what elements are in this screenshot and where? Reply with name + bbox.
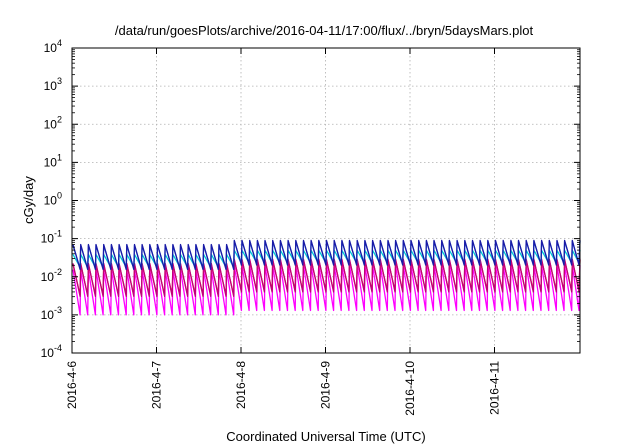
series-line [72,264,581,316]
series-line [72,258,581,298]
x-tick-label: 2016-4-11 [488,361,502,415]
x-tick-label: 2016-4-8 [234,361,248,409]
x-axis: 2016-4-6 2016-4-7 2016-4-8 2016-4-9 2016-4-1… [65,48,502,416]
y-tick-label: 100 [44,191,62,208]
x-tick-label: 2016-4-10 [403,361,417,416]
y-tick-label: 101 [44,152,62,169]
x-tick-label: 2016-4-6 [65,361,79,409]
y-axis: 10-4 10-3 10-2 10-1 100 101 102 103 104 [41,38,580,360]
y-tick-label: 10-3 [41,305,62,322]
y-axis-label: cGy/day [21,176,36,224]
y-tick-label: 10-2 [41,267,62,284]
x-tick-label: 2016-4-7 [150,361,164,409]
x-axis-label: Coordinated Universal Time (UTC) [226,429,425,444]
y-tick-label: 104 [44,38,62,55]
y-tick-label: 102 [44,114,62,131]
chart-title: /data/run/goesPlots/archive/2016-04-11/1… [115,23,534,38]
series-layer [72,239,581,316]
y-tick-label: 10-1 [41,229,62,246]
y-tick-label: 103 [44,76,62,93]
x-tick-label: 2016-4-9 [319,361,333,409]
series-line [72,239,581,271]
y-tick-label: 10-4 [41,343,62,360]
